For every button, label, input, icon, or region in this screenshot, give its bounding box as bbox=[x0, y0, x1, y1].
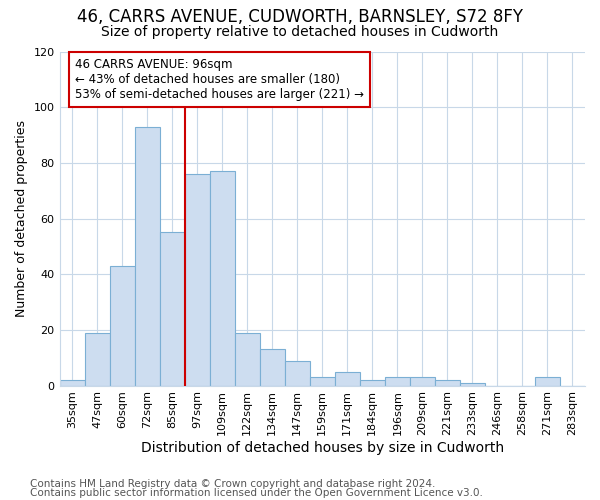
Bar bbox=[310, 377, 335, 386]
Bar bbox=[535, 377, 560, 386]
Text: Contains public sector information licensed under the Open Government Licence v3: Contains public sector information licen… bbox=[30, 488, 483, 498]
Bar bbox=[160, 232, 185, 386]
Text: Size of property relative to detached houses in Cudworth: Size of property relative to detached ho… bbox=[101, 25, 499, 39]
X-axis label: Distribution of detached houses by size in Cudworth: Distribution of detached houses by size … bbox=[141, 441, 504, 455]
Bar bbox=[134, 126, 160, 386]
Bar bbox=[285, 360, 310, 386]
Bar bbox=[410, 377, 435, 386]
Bar bbox=[360, 380, 385, 386]
Bar bbox=[209, 171, 235, 386]
Bar bbox=[260, 350, 285, 386]
Bar bbox=[235, 332, 260, 386]
Bar bbox=[460, 383, 485, 386]
Text: Contains HM Land Registry data © Crown copyright and database right 2024.: Contains HM Land Registry data © Crown c… bbox=[30, 479, 436, 489]
Bar bbox=[385, 377, 410, 386]
Bar bbox=[110, 266, 134, 386]
Text: 46 CARRS AVENUE: 96sqm
← 43% of detached houses are smaller (180)
53% of semi-de: 46 CARRS AVENUE: 96sqm ← 43% of detached… bbox=[76, 58, 364, 101]
Bar bbox=[59, 380, 85, 386]
Bar bbox=[185, 174, 209, 386]
Bar bbox=[435, 380, 460, 386]
Bar bbox=[85, 332, 110, 386]
Y-axis label: Number of detached properties: Number of detached properties bbox=[15, 120, 28, 317]
Bar bbox=[335, 372, 360, 386]
Text: 46, CARRS AVENUE, CUDWORTH, BARNSLEY, S72 8FY: 46, CARRS AVENUE, CUDWORTH, BARNSLEY, S7… bbox=[77, 8, 523, 26]
